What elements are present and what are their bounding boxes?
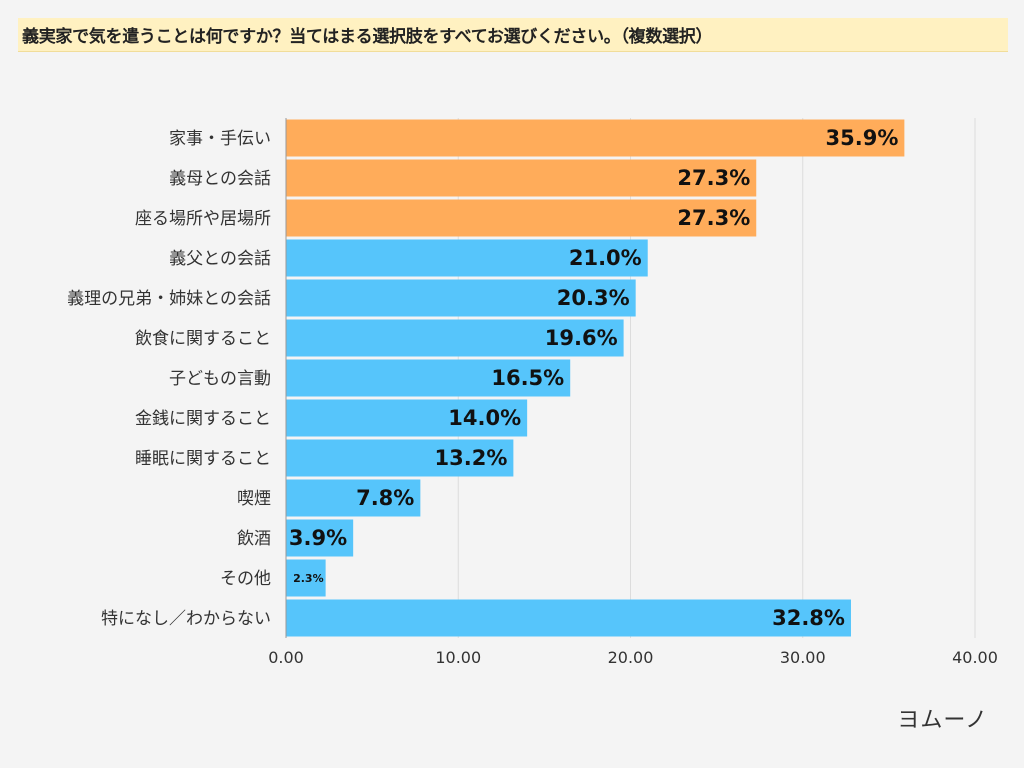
value-label: 19.6% — [545, 326, 618, 350]
category-label: 子どもの言動 — [169, 369, 271, 389]
value-label: 27.3% — [677, 166, 750, 190]
category-label: 家事・手伝い — [169, 129, 271, 149]
category-label: 睡眠に関すること — [135, 449, 271, 469]
value-label: 7.8% — [356, 486, 414, 510]
category-label: 金銭に関すること — [135, 409, 271, 429]
x-tick-label: 10.00 — [435, 648, 481, 667]
bar — [286, 519, 354, 557]
bar — [286, 399, 528, 437]
bar — [286, 439, 514, 477]
bar — [286, 559, 326, 597]
value-label: 35.9% — [826, 126, 899, 150]
bar — [286, 319, 624, 357]
category-label: 義母との会話 — [169, 169, 271, 189]
bar — [286, 359, 571, 397]
x-tick-label: 20.00 — [608, 648, 654, 667]
category-label: その他 — [220, 569, 271, 589]
category-label: 特になし／わからない — [101, 609, 271, 629]
value-label: 14.0% — [448, 406, 521, 430]
category-label: 義父との会話 — [169, 249, 271, 269]
category-label: 座る場所や居場所 — [135, 209, 271, 229]
value-label: 16.5% — [491, 366, 564, 390]
bar — [286, 119, 905, 157]
title-banner: 義実家で気を遣うことは何ですか？当てはまる選択肢をすべてお選びください。（複数選… — [18, 18, 1008, 52]
bar — [286, 599, 851, 637]
category-label: 飲酒 — [237, 529, 271, 549]
bar — [286, 479, 421, 517]
x-tick-label: 30.00 — [780, 648, 826, 667]
value-label: 32.8% — [772, 606, 845, 630]
brand-logo: ヨムーノ — [897, 708, 988, 733]
value-label: 27.3% — [677, 206, 750, 230]
category-label: 義理の兄弟・姉妹との会話 — [67, 289, 271, 309]
category-label: 喫煙 — [237, 489, 271, 509]
value-label: 20.3% — [557, 286, 630, 310]
bar — [286, 239, 648, 277]
value-label: 3.9% — [289, 526, 347, 550]
x-tick-label: 40.00 — [952, 648, 998, 667]
bar — [286, 199, 757, 237]
category-label: 飲食に関すること — [135, 329, 271, 349]
x-tick-label: 0.00 — [268, 648, 304, 667]
value-label: 2.3% — [293, 572, 324, 585]
bar — [286, 159, 757, 197]
value-label: 13.2% — [435, 446, 508, 470]
value-label: 21.0% — [569, 246, 642, 270]
chart-title: 義実家で気を遣うことは何ですか？当てはまる選択肢をすべてお選びください。（複数選… — [22, 27, 713, 47]
bar — [286, 279, 636, 317]
